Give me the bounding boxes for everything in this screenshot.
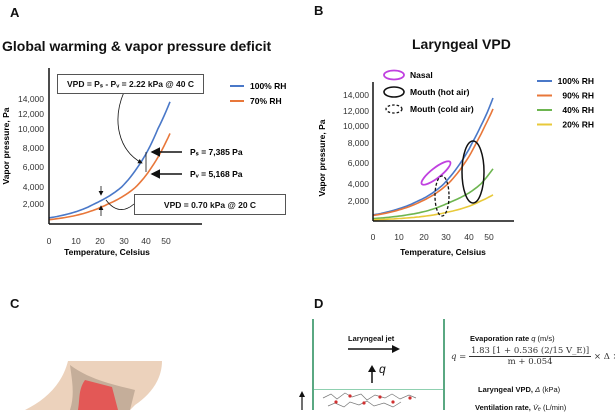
x-tick-label: 0	[47, 236, 52, 246]
vpd-var: Δ	[535, 385, 541, 394]
pv-label: Pᵥ = 5,168 Pa	[190, 169, 243, 179]
x-axis-label: Temperature, Celsius	[64, 247, 150, 257]
legend-label: 100% RH	[558, 76, 594, 86]
y-tick-label: 14,000	[343, 90, 369, 100]
y-tick-label: 6,000	[23, 162, 45, 172]
vpd-40-callout-arrow	[117, 91, 143, 164]
q-symbol: q	[379, 362, 386, 376]
x-axis-label: Temperature, Celsius	[400, 247, 486, 257]
legend-nasal-swatch	[383, 69, 405, 81]
y-tick-label: 2,000	[348, 196, 370, 206]
evaporation-var: q	[531, 334, 536, 343]
formula-numerator: 1.83 [1 + 0.536 (2/15 V_E)]	[468, 346, 592, 357]
mucus-fiber-lines	[322, 392, 417, 408]
evaporation-rate-label: Evaporation rate q (m/s)	[470, 334, 555, 343]
chart-b: 0 10 20 30 40 50 2,000 4,000 6,000 8,000 10,000 12,…	[317, 69, 594, 257]
mucus-surface-line	[314, 389, 443, 390]
formula-lhs: q =	[451, 352, 467, 362]
larynx-highlight	[78, 380, 118, 410]
formula-fraction: 1.83 [1 + 0.536 (2/15 V_E)] m + 0.054	[468, 346, 592, 367]
y-tick-label: 6,000	[348, 158, 370, 168]
series-line-40-rh	[372, 168, 494, 220]
y-tick-label: 14,000	[18, 94, 44, 104]
x-tick-label: 10	[71, 236, 81, 246]
formula-denominator: m + 0.054	[507, 357, 553, 367]
y-axis-label: Vapor pressure, Pa	[317, 119, 327, 196]
legend-nasal-label: Nasal	[410, 70, 433, 80]
y-tick-label: 2,000	[23, 199, 45, 209]
ps-label: Pₛ = 7,385 Pa	[190, 147, 243, 157]
nasal-region-ellipse	[420, 160, 452, 186]
series-line-20-rh	[372, 194, 494, 221]
vpd-40-annotation-box: VPD = Pₛ - Pᵥ = 2.22 kPa @ 40 C	[57, 74, 204, 94]
y-tick-label: 8,000	[23, 143, 45, 153]
evaporation-arrowhead	[368, 365, 376, 372]
mucus-fibers	[299, 391, 417, 410]
airway-wall-left	[312, 319, 314, 410]
evaporation-title: Evaporation rate	[470, 334, 530, 343]
y-tick-label: 12,000	[343, 106, 369, 116]
neck-illustration	[25, 361, 162, 410]
vent-title: Ventilation rate,	[475, 403, 531, 412]
legend-label: 40% RH	[562, 105, 594, 115]
x-tick-label: 30	[441, 232, 451, 242]
panel-letter-d: D	[314, 296, 324, 311]
panel-d-arrows	[348, 345, 400, 383]
y-axis-label: Vapor pressure, Pa	[1, 107, 11, 184]
vpd-title: Laryngeal VPD,	[478, 385, 534, 394]
airway-wall-right	[443, 319, 445, 410]
vpd-unit: (kPa)	[542, 385, 561, 394]
formula-rhs: × Δ × 10⁻⁸	[593, 352, 615, 362]
legend-label: 20% RH	[562, 120, 594, 130]
legend-mouth-hot-label: Mouth (hot air)	[410, 87, 470, 97]
mouth-cold-air-ellipse	[434, 175, 450, 217]
laryngeal-jet-label: Laryngeal jet	[348, 334, 395, 343]
y-tick-label: 4,000	[23, 182, 45, 192]
x-tick-label: 40	[141, 236, 151, 246]
evaporation-formula: q = 1.83 [1 + 0.536 (2/15 V_E)] m + 0.05…	[451, 346, 615, 367]
panel-letter-c: C	[10, 296, 20, 311]
chart-a-title: Global warming & vapor pressure deficit	[2, 38, 272, 54]
jet-arrowhead	[392, 345, 400, 353]
y-tick-label: 12,000	[18, 109, 44, 119]
ventilation-rate-label: Ventilation rate, V̇ₑ (L/min)	[475, 403, 566, 412]
y-tick-label: 10,000	[343, 121, 369, 131]
legend-label-100rh: 100% RH	[250, 81, 286, 91]
x-tick-label: 20	[95, 236, 105, 246]
laryngeal-vpd-label: Laryngeal VPD, Δ (kPa)	[478, 385, 560, 394]
y-tick-label: 8,000	[348, 138, 370, 148]
legend-label-70rh: 70% RH	[250, 96, 282, 106]
mucus-particles	[334, 394, 412, 405]
vent-unit: (L/min)	[542, 403, 567, 412]
vent-var: V̇ₑ	[532, 403, 541, 412]
x-tick-label: 40	[464, 232, 474, 242]
series-line-90-rh	[372, 108, 494, 217]
series-line-100-rh	[372, 97, 494, 216]
series-line-100-rh	[48, 101, 171, 219]
chart-a: 0 10 20 30 40 50 2,000 4,000 6,000 8,000 10,000 12,…	[1, 68, 286, 257]
x-tick-label: 0	[371, 232, 376, 242]
series-line-70-rh	[48, 133, 171, 221]
panel-letter-a: A	[10, 5, 20, 20]
legend-mouth-hot-swatch	[383, 86, 405, 98]
legend-mouth-cold-swatch	[385, 104, 403, 114]
evaporation-unit: (m/s)	[537, 334, 555, 343]
x-tick-label: 30	[119, 236, 129, 246]
x-tick-label: 50	[484, 232, 494, 242]
x-tick-label: 10	[394, 232, 404, 242]
vpd-20-callout-line	[105, 199, 135, 210]
side-arrowhead	[299, 391, 305, 397]
chart-b-title: Laryngeal VPD	[412, 36, 511, 52]
panel-letter-b: B	[314, 3, 324, 18]
mouth-hot-air-ellipse	[461, 140, 485, 204]
y-tick-label: 10,000	[18, 124, 44, 134]
vpd-20-annotation-box: VPD = 0.70 kPa @ 20 C	[134, 194, 286, 215]
x-tick-label: 20	[419, 232, 429, 242]
legend-mouth-cold-label: Mouth (cold air)	[410, 104, 474, 114]
legend-label: 90% RH	[562, 91, 594, 101]
y-tick-label: 4,000	[348, 179, 370, 189]
x-tick-label: 50	[161, 236, 171, 246]
